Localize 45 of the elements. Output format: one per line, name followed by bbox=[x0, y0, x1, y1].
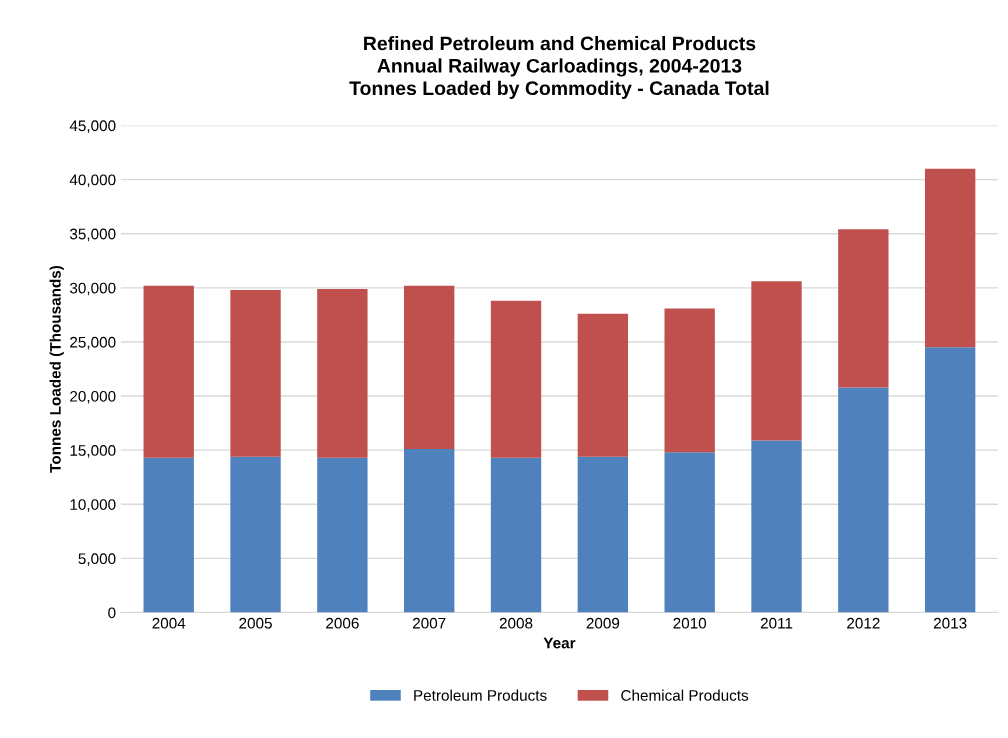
bar bbox=[577, 313, 629, 457]
y-tick-label: 20,000 bbox=[70, 390, 116, 404]
bar bbox=[664, 308, 715, 453]
bar bbox=[404, 449, 455, 613]
bar bbox=[924, 168, 976, 348]
y-tick-label: 35,000 bbox=[69, 228, 116, 242]
x-tick-label: 2010 bbox=[673, 617, 707, 629]
y-tick-label: 15,000 bbox=[70, 445, 116, 458]
bar bbox=[838, 387, 889, 613]
bar bbox=[143, 457, 194, 613]
y-tick-label: 5,000 bbox=[78, 553, 116, 566]
legend-label: Petroleum Products bbox=[414, 689, 547, 701]
x-tick-label: 2006 bbox=[326, 617, 359, 629]
x-axis-title: Year bbox=[543, 637, 576, 649]
y-tick-label: 40,000 bbox=[69, 174, 116, 188]
bar bbox=[404, 285, 455, 450]
bar bbox=[838, 229, 889, 388]
bar bbox=[230, 289, 281, 457]
bar bbox=[317, 457, 368, 613]
bar bbox=[230, 456, 281, 613]
bar bbox=[751, 281, 802, 441]
bar bbox=[664, 452, 715, 613]
y-axis-title: Tonnes Loaded (Thousands) bbox=[49, 265, 64, 473]
x-tick-label: 2009 bbox=[586, 617, 620, 629]
bar bbox=[577, 456, 629, 613]
bar bbox=[490, 300, 542, 458]
bar bbox=[317, 288, 368, 458]
y-tick-label: 30,000 bbox=[69, 282, 116, 296]
y-tick-label: 45,000 bbox=[69, 120, 116, 133]
x-tick-label: 2007 bbox=[412, 617, 446, 629]
x-tick-label: 2013 bbox=[933, 617, 967, 629]
chart-title: Refined Petroleum and Chemical Products Annual Railway Carloadings, 2004-2013 Tonnes Loaded by Commodity - Canada Total bbox=[349, 36, 769, 99]
x-tick-label: 2004 bbox=[152, 617, 186, 629]
x-tick-label: 2012 bbox=[847, 617, 880, 629]
bar bbox=[490, 457, 542, 613]
legend-label: Chemical Products bbox=[621, 689, 749, 701]
bar bbox=[143, 285, 194, 458]
bar bbox=[751, 440, 802, 613]
bar bbox=[924, 347, 976, 613]
x-tick-label: 2011 bbox=[760, 617, 793, 629]
y-tick-label: 0 bbox=[108, 607, 116, 619]
x-tick-label: 2005 bbox=[239, 617, 272, 629]
y-tick-label: 25,000 bbox=[70, 336, 116, 350]
x-tick-label: 2008 bbox=[499, 617, 533, 629]
y-tick-label: 10,000 bbox=[70, 499, 116, 512]
